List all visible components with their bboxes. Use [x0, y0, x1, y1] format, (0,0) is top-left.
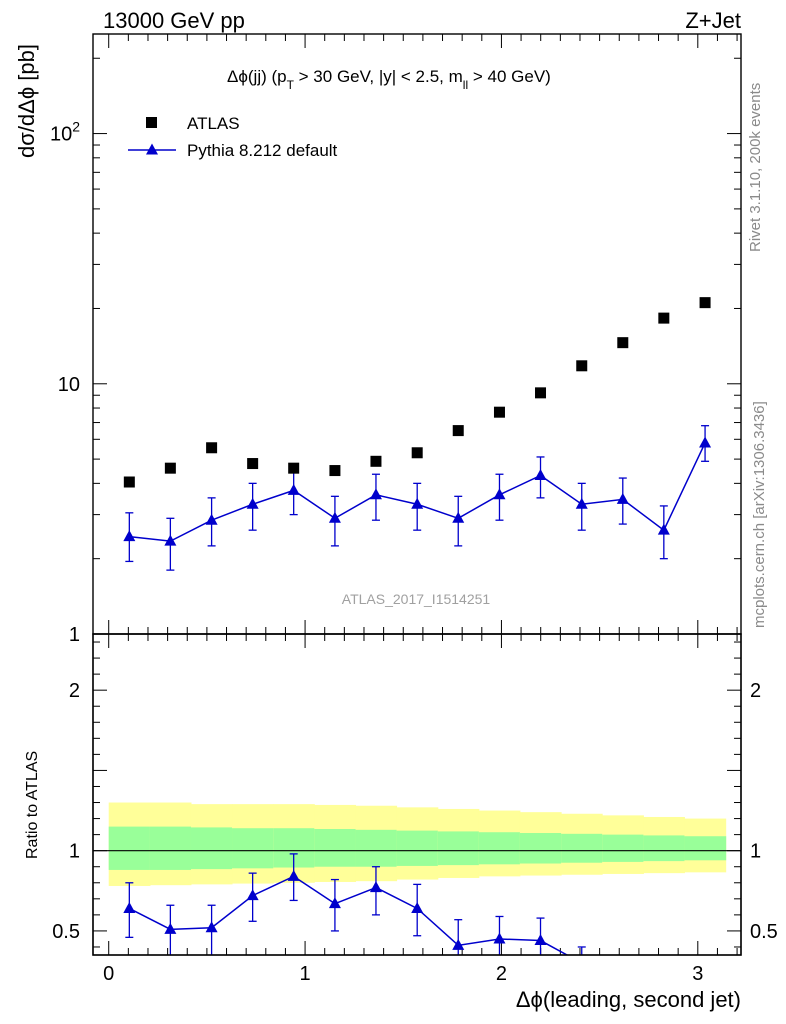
atlas-point: [164, 462, 176, 474]
ratio-point: [411, 901, 424, 913]
uncertainty-band-inner: [108, 826, 151, 870]
pythia-point: [616, 492, 629, 504]
uncertainty-band-inner: [684, 836, 727, 861]
main-plot-panel: 1 10 102: [50, 33, 742, 646]
ratio-point: [452, 938, 465, 950]
ratio-point: [205, 921, 218, 933]
y-tick-label: 1: [69, 624, 80, 646]
atlas-point: [329, 465, 341, 477]
pythia-point: [657, 523, 670, 535]
ratio-point: [328, 897, 341, 909]
ratio-point: [576, 957, 588, 968]
x-axis-label: Δϕ(leading, second jet): [516, 987, 741, 1012]
plot-title-sub-pt: T: [287, 78, 295, 92]
pythia-point: [575, 497, 588, 509]
y-tick-label-right: 1: [750, 841, 761, 863]
pythia-point: [123, 530, 136, 542]
x-tick-label: 2: [496, 963, 507, 985]
legend-pythia-label: Pythia 8.212 default: [187, 141, 338, 160]
pythia-point: [411, 497, 424, 509]
ratio-point: [534, 934, 547, 946]
x-tick-label: 1: [300, 963, 311, 985]
uncertainty-band-inner: [149, 826, 192, 870]
legend-atlas-label: ATLAS: [187, 114, 240, 133]
ratio-point: [287, 869, 300, 881]
atlas-point: [576, 360, 588, 372]
plot-title-sub-ll: ll: [463, 78, 468, 92]
uncertainty-band-inner: [355, 829, 398, 867]
pythia-point: [287, 483, 300, 495]
plot-title-main: Δϕ(jj) (p: [227, 67, 287, 86]
y-axis-label-bottom: Ratio to ATLAS: [24, 751, 41, 859]
mcplots-label: mcplots.cern.ch [arXiv:1306.3436]: [751, 401, 768, 628]
atlas-point: [370, 455, 382, 467]
uncertainty-band-inner: [437, 831, 480, 866]
y-tick-label: 10: [58, 374, 80, 396]
atlas-point: [247, 458, 259, 470]
atlas-point: [411, 447, 423, 459]
header-left: 13000 GeV pp: [103, 8, 245, 33]
uncertainty-band-inner: [602, 834, 644, 862]
uncertainty-band-inner: [643, 835, 685, 862]
atlas-point: [658, 312, 670, 324]
atlas-point: [699, 297, 711, 309]
pythia-point: [164, 534, 177, 546]
atlas-point: [617, 337, 629, 349]
pythia-point: [534, 468, 547, 480]
ratio-point: [123, 901, 136, 913]
y-tick-label-right: 2: [750, 680, 761, 702]
y-tick-label: 102: [50, 119, 80, 146]
uncertainty-band-inner: [478, 832, 521, 865]
uncertainty-band-inner: [519, 833, 562, 864]
legend-atlas-marker: [146, 117, 157, 128]
pythia-point: [452, 511, 465, 523]
pythia-point: [369, 488, 382, 500]
uncertainty-band-inner: [396, 830, 439, 866]
ratio-point: [369, 881, 382, 893]
atlas-point: [493, 406, 505, 418]
x-tick-label: 3: [692, 963, 703, 985]
ratio-point: [493, 932, 506, 944]
atlas-point: [206, 442, 218, 454]
y-axis-label-top: dσ/dΔϕ [pb]: [14, 44, 39, 158]
ratio-plot-frame-overlay: [92, 633, 742, 956]
pythia-point: [246, 497, 259, 509]
rivet-label: Rivet 3.1.10, 200k events: [747, 83, 764, 252]
header-right: Z+Jet: [685, 8, 741, 33]
ratio-series: [123, 853, 588, 968]
pythia-point: [205, 513, 218, 525]
uncertainty-band-inner: [314, 829, 357, 867]
y-tick-label-left: 2: [69, 680, 80, 702]
analysis-watermark: ATLAS_2017_I1514251: [342, 591, 491, 607]
ratio-plot-panel: 0 1 2 3 0.5 0.5 1 1 2 2: [52, 633, 778, 985]
ratio-point: [246, 889, 259, 901]
ratio-line: [128, 875, 569, 955]
uncertainty-band-inner: [190, 827, 233, 870]
pythia-point: [328, 511, 341, 523]
y-tick-label-left: 0.5: [52, 921, 80, 943]
atlas-point: [535, 387, 547, 399]
plot-title-end: > 40 GeV): [468, 67, 551, 86]
plot-title-mid: > 30 GeV, |y| < 2.5, m: [294, 67, 463, 86]
atlas-point: [452, 425, 464, 437]
legend: ATLAS Pythia 8.212 default: [128, 114, 338, 160]
y-tick-label-left: 1: [69, 841, 80, 863]
y-tick-label-right: 0.5: [750, 921, 778, 943]
uncertainty-band-inner: [232, 828, 274, 869]
atlas-point: [288, 462, 300, 474]
x-tick-label: 0: [103, 963, 114, 985]
pythia-point: [493, 488, 506, 500]
uncertainty-band-inner: [561, 833, 603, 863]
legend-pythia-marker: [146, 143, 158, 155]
ratio-point: [164, 922, 177, 934]
pythia-point: [699, 436, 712, 448]
plot-title: Δϕ(jj) (pT > 30 GeV, |y| < 2.5, mll > 40…: [227, 67, 551, 92]
atlas-point: [123, 476, 135, 488]
